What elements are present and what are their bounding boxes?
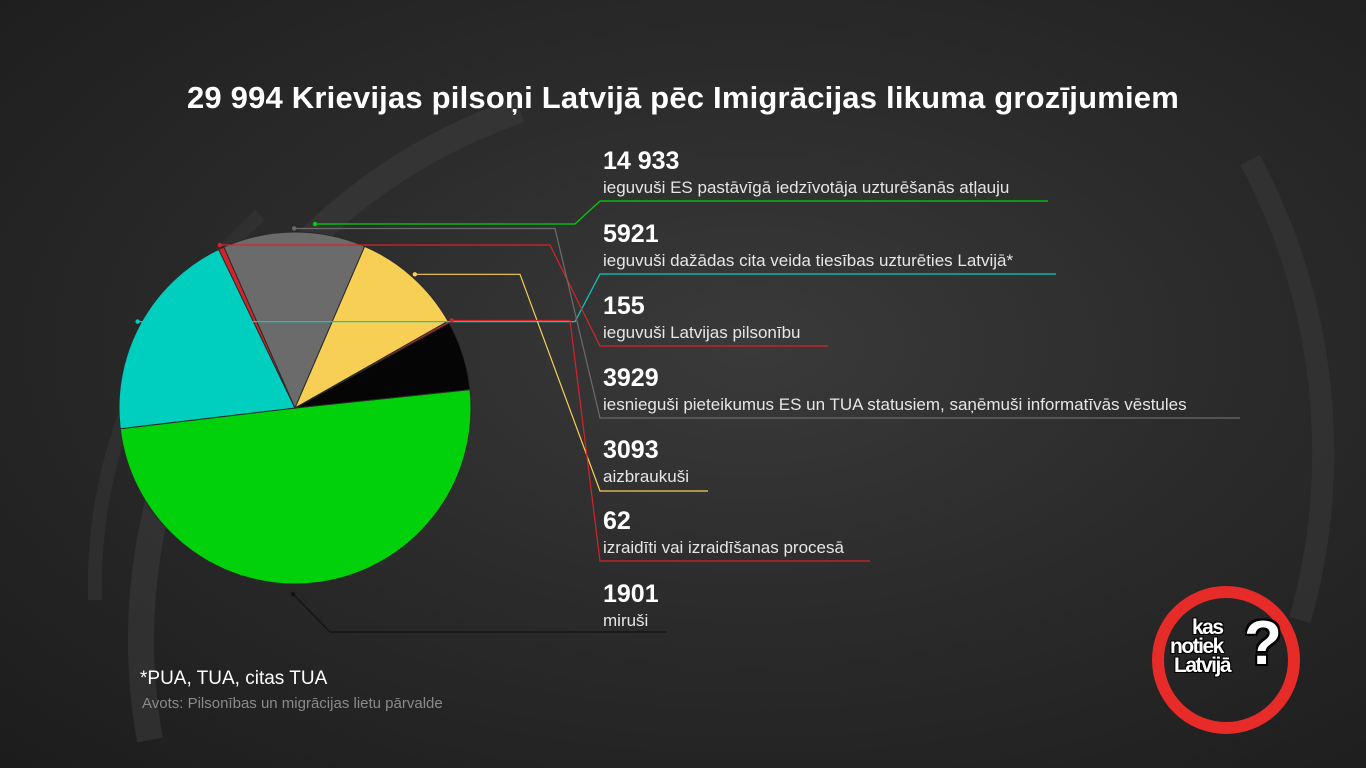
leader-dot <box>412 272 418 277</box>
pie-slice <box>118 248 296 430</box>
leader-line <box>451 319 870 562</box>
footnote: *PUA, TUA, citas TUA <box>140 668 328 689</box>
source-note: Avots: Pilsonības un migrācijas lietu pā… <box>142 695 443 712</box>
pie-slice <box>223 231 366 410</box>
slice-description: ieguvuši Latvijas pilsonību <box>603 323 801 342</box>
slice-value-label: 62 <box>603 507 631 535</box>
leader-dot <box>312 221 318 227</box>
legend-entry: 1901 miruši <box>603 580 1243 632</box>
slice-description: izraidīti vai izraidīšanas procesā <box>603 538 844 557</box>
slice-value-label: 1901 <box>603 580 659 608</box>
leader-line <box>292 593 666 633</box>
leader-line <box>137 273 1056 323</box>
legend-entry: 3093 aizbraukuši <box>603 436 1243 488</box>
pie-slice <box>119 389 472 585</box>
leader-dot <box>291 226 297 231</box>
leader-dot <box>217 242 222 248</box>
pie-slice <box>294 322 471 409</box>
slice-description: aizbraukuši <box>603 467 689 486</box>
slice-value-label: 5921 <box>603 220 659 248</box>
leader-line <box>219 244 828 347</box>
logo-text-line1: kas <box>1192 616 1224 639</box>
logo-text-line3: Latvijā <box>1174 654 1232 677</box>
leader-dot <box>449 318 454 323</box>
slice-description: ieguvuši dažādas cita veida tiesības uzt… <box>603 251 1014 270</box>
slice-value-label: 3929 <box>603 364 659 392</box>
legend-entry: 3929 iesnieguši pieteikumus ES un TUA st… <box>603 364 1243 416</box>
leader-line <box>414 273 708 492</box>
legend-entry: 155 ieguvuši Latvijas pilsonību <box>603 292 1243 344</box>
slice-description: miruši <box>603 611 649 630</box>
leader-dot <box>135 319 140 324</box>
leader-line <box>294 227 1240 419</box>
kas-notiek-latvija-logo: kas notiek Latvijā ? <box>1152 586 1300 734</box>
logo-text-line2: notiek <box>1170 635 1224 658</box>
question-mark-icon: ? <box>1244 609 1282 678</box>
legend-entry: 5921 ieguvuši dažādas cita veida tiesība… <box>603 220 1243 272</box>
legend-entry: 62 izraidīti vai izraidīšanas procesā <box>603 507 1243 559</box>
pie-slice <box>293 245 449 410</box>
slice-description: iesnieguši pieteikumus ES un TUA statusi… <box>603 395 1187 414</box>
leader-line <box>315 200 1048 225</box>
slice-value-label: 3093 <box>603 436 659 464</box>
slice-description: ieguvuši ES pastāvīgā iedzīvotāja uzturē… <box>603 178 1010 197</box>
slice-value-label: 14 933 <box>603 147 680 175</box>
chart-title: 29 994 Krievijas pilsoņi Latvijā pēc Imi… <box>186 80 1180 115</box>
legend-entry: 14 933 ieguvuši ES pastāvīgā iedzīvotāja… <box>603 147 1243 199</box>
leader-dot <box>290 591 296 597</box>
slice-value-label: 155 <box>603 292 645 320</box>
